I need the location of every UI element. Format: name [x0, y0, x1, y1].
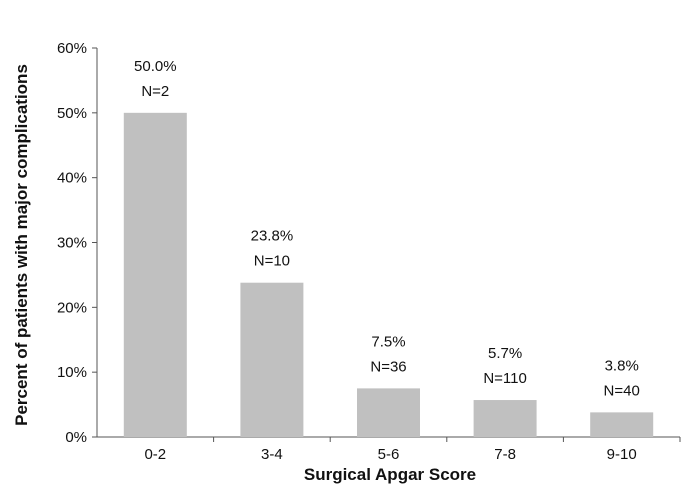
bar-n-label: N=10	[254, 253, 290, 270]
x-tick-label: 7-8	[494, 446, 516, 463]
bar-n-label: N=40	[604, 382, 640, 399]
y-axis-title: Percent of patients with major complicat…	[12, 64, 31, 426]
bar-percent-label: 5.7%	[488, 345, 522, 362]
plot-area: 0% 10% 20% 30% 40% 50% 60% 0-2 50.0% N=2 3-4 23.8% N…	[57, 40, 681, 463]
bar-percent-label: 23.8%	[251, 228, 294, 245]
bar	[590, 412, 654, 437]
y-tick-label: 10%	[57, 364, 87, 381]
bar-n-label: N=110	[483, 370, 527, 387]
bar-percent-label: 7.5%	[371, 333, 405, 350]
y-tick-label: 50%	[57, 105, 87, 122]
y-tick-label: 0%	[65, 429, 87, 446]
x-tick-label: 9-10	[607, 446, 637, 463]
bar-percent-label: 3.8%	[605, 357, 639, 374]
bar	[473, 400, 537, 437]
bar-percent-label: 50.0%	[134, 58, 177, 75]
x-tick-label: 5-6	[378, 446, 400, 463]
bar	[240, 282, 304, 437]
bar-n-label: N=2	[141, 83, 169, 100]
x-tick-label: 0-2	[144, 446, 166, 463]
y-tick-label: 40%	[57, 170, 87, 187]
y-tick-label: 20%	[57, 299, 87, 316]
bar	[357, 388, 420, 437]
x-tick-label: 3-4	[261, 446, 283, 463]
bar-n-label: N=36	[370, 358, 406, 375]
x-axis-title: Surgical Apgar Score	[304, 465, 476, 484]
bar	[123, 112, 187, 437]
y-tick-label: 60%	[57, 40, 87, 57]
y-tick-label: 30%	[57, 235, 87, 252]
